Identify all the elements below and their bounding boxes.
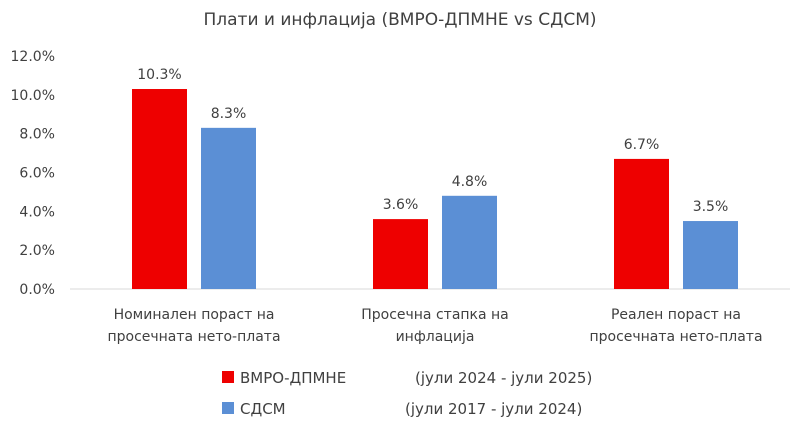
x-tick-label: просечната нето-плата xyxy=(589,329,762,345)
data-label: 4.8% xyxy=(452,174,488,190)
x-tick-label: инфлација xyxy=(396,329,475,345)
x-tick-label: Номинален пораст на xyxy=(114,307,275,323)
x-tick-label: Реален пораст на xyxy=(611,307,741,323)
data-label: 6.7% xyxy=(624,137,660,153)
chart-title: Плати и инфлација (ВМРО-ДПМНЕ vs СДСМ) xyxy=(203,10,596,30)
legend-swatch xyxy=(222,371,234,383)
y-tick-label: 0.0% xyxy=(19,282,55,298)
legend-label: СДСМ xyxy=(240,400,286,418)
data-label: 10.3% xyxy=(137,67,181,83)
bar xyxy=(614,158,669,289)
y-tick-label: 6.0% xyxy=(19,166,55,182)
data-label: 3.6% xyxy=(383,197,419,213)
bars: 10.3% 3.6% 6.7% 8.3% 4.8% 3.5% xyxy=(132,67,738,289)
legend-period: (јули 2024 - јули 2025) xyxy=(415,369,592,387)
legend: ВМРО-ДПМНЕ (јули 2024 - јули 2025) СДСМ (ју… xyxy=(222,369,592,418)
y-tick-label: 8.0% xyxy=(19,127,55,143)
x-tick-label: Просечна стапка на xyxy=(361,307,509,323)
y-tick-label: 4.0% xyxy=(19,204,55,220)
legend-label: ВМРО-ДПМНЕ xyxy=(240,369,346,387)
legend-period: (јули 2017 - јули 2024) xyxy=(405,400,582,418)
x-axis-labels: Номинален пораст на просечната нето-плата… xyxy=(107,307,762,345)
y-axis: 0.0% 2.0% 4.0% 6.0% 8.0% 10.0% 12.0% xyxy=(11,49,55,298)
data-label: 3.5% xyxy=(693,199,729,215)
y-tick-label: 12.0% xyxy=(11,49,55,65)
x-tick-label: просечната нето-плата xyxy=(107,329,280,345)
y-tick-label: 10.0% xyxy=(11,88,55,104)
bar xyxy=(132,89,187,289)
data-label: 8.3% xyxy=(211,106,247,122)
bar xyxy=(201,127,256,289)
y-tick-label: 2.0% xyxy=(19,243,55,259)
bar xyxy=(373,219,428,289)
bar xyxy=(442,195,497,289)
bar xyxy=(683,221,738,289)
legend-swatch xyxy=(222,402,234,414)
